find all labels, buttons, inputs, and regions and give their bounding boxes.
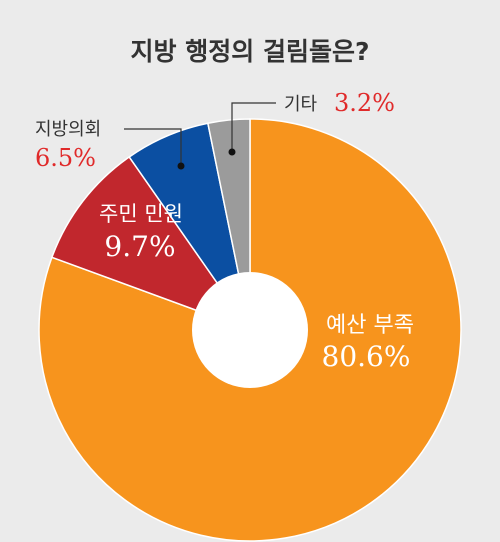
callout-line-other xyxy=(231,102,276,152)
slice-label-other: 기타 xyxy=(284,94,318,115)
slice-value-other: 3.2% xyxy=(334,89,395,117)
callout-dot-other xyxy=(228,148,236,156)
slice-label-budget: 예산 부족 xyxy=(326,313,414,338)
slice-value-residents: 9.7% xyxy=(104,230,175,263)
slice-label-council: 지방의회 xyxy=(35,119,101,140)
slice-residents xyxy=(50,155,252,332)
donut-hole xyxy=(192,272,308,388)
slice-budget xyxy=(38,118,462,542)
callout-dot-council xyxy=(177,162,185,170)
callout-line-council xyxy=(124,128,182,166)
chart-title: 지방 행정의 걸림돌은? xyxy=(131,37,370,66)
slice-label-residents: 주민 민원 xyxy=(99,202,183,226)
slice-value-council: 6.5% xyxy=(35,144,96,172)
slices-group xyxy=(38,118,462,542)
slice-value-budget: 80.6% xyxy=(322,340,411,373)
